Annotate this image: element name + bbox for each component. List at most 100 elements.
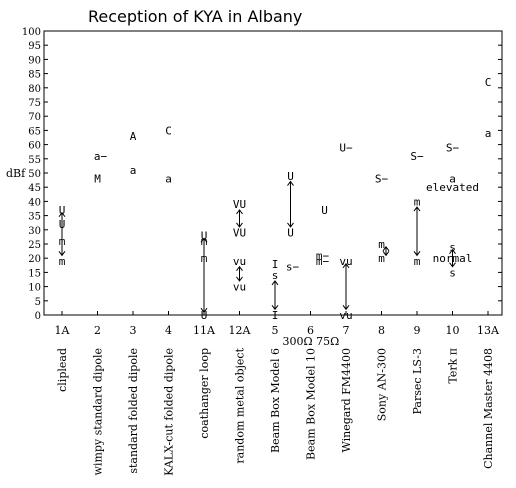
data-point-marker: m: [59, 235, 66, 248]
antenna-name-label: Beam Box Model 10: [305, 348, 318, 460]
range-arrowhead: [236, 209, 243, 215]
range-arrowhead: [449, 248, 456, 254]
y-tick-label: 25: [28, 240, 41, 251]
range-arrowhead: [236, 222, 243, 228]
x-tick-label: 12A: [229, 324, 252, 337]
x-tick-label: 7: [343, 324, 350, 337]
chart-title: Reception of KYA in Albany: [88, 7, 302, 26]
data-point-marker: I: [272, 258, 279, 271]
data-point-marker: s: [272, 269, 279, 282]
annotation-label: normal: [433, 252, 473, 265]
y-tick-label: 70: [28, 112, 41, 123]
antenna-name-label: KALX-cut folded dipole: [163, 348, 176, 476]
antenna-name-label: coathanger loop: [198, 348, 211, 439]
range-arrowhead: [271, 305, 279, 311]
y-tick-label: 85: [28, 70, 41, 81]
y-tick-label: 100: [22, 27, 41, 38]
x-tick-label: 13A: [477, 324, 500, 337]
x-tick-label: 4: [165, 324, 172, 337]
data-point-marker: VU: [233, 198, 246, 211]
data-point-marker: a: [130, 164, 137, 177]
data-point-marker: m: [414, 195, 421, 208]
annotation-label: elevated: [426, 181, 479, 194]
data-point-marker: m−: [316, 249, 330, 262]
antenna-name-label: standard folded dipole: [127, 348, 140, 474]
data-point-marker: m: [378, 238, 385, 251]
antenna-name-label: Terk π: [447, 348, 460, 384]
data-point-marker: a: [485, 127, 492, 140]
y-axis-label: dBf: [6, 167, 26, 180]
range-arrowhead: [342, 263, 350, 269]
range-arrowhead: [200, 237, 208, 243]
data-point-marker: s: [449, 266, 456, 279]
data-point-marker: s: [449, 241, 456, 254]
y-tick-label: 0: [35, 311, 41, 322]
range-arrowhead: [413, 206, 421, 212]
x-sublabel: 300Ω 75Ω: [283, 335, 340, 348]
y-tick-label: 60: [28, 141, 41, 152]
y-tick-label: 55: [28, 155, 41, 166]
x-tick-label: 1A: [55, 324, 71, 337]
y-tick-label: 50: [28, 169, 41, 180]
data-point-marker: S−: [375, 173, 389, 186]
data-point-marker: VU: [233, 227, 246, 240]
data-point-marker: U: [59, 204, 66, 217]
antenna-name-label: Beam Box Model 6: [269, 348, 282, 453]
antenna-name-label: Channel Master 4408: [482, 348, 495, 469]
data-point-marker: U: [201, 309, 208, 322]
y-tick-label: 30: [28, 226, 41, 237]
range-arrowhead: [342, 305, 350, 311]
antenna-name-label: random metal object: [234, 347, 247, 463]
y-tick-label: 95: [28, 41, 41, 52]
range-arrows: [58, 180, 456, 313]
data-point-marker: a: [449, 173, 456, 186]
y-tick-label: 45: [28, 183, 41, 194]
antenna-name-label: cliplead: [56, 348, 69, 392]
data-point-marker: m: [59, 255, 66, 268]
data-point-marker: U: [201, 229, 208, 242]
range-arrowhead: [236, 265, 243, 272]
data-point-marker: s−: [286, 261, 300, 274]
y-tick-label: 80: [28, 84, 41, 95]
antenna-name-label: Parsec LS-3: [411, 348, 424, 415]
antenna-name-label: Winegard FM4400: [340, 348, 353, 453]
data-point-marker: C: [165, 124, 172, 137]
data-point-marker: S−: [410, 150, 424, 163]
data-point-marker: a−: [94, 150, 108, 163]
data-point-marker: U: [287, 170, 294, 183]
data-point-marker: m−: [316, 255, 330, 268]
y-tick-label: 75: [28, 98, 41, 109]
data-point-marker: m: [378, 252, 385, 265]
antenna-name-label: wimpy standard dipole: [92, 348, 105, 475]
y-tick-label: 65: [28, 126, 41, 137]
data-point-marker: C: [485, 76, 492, 89]
antenna-name-label: Sony AN-300: [376, 348, 389, 421]
data-point-marker: U: [59, 218, 66, 231]
x-tick-label: 8: [378, 324, 385, 337]
data-point-marker: U−: [339, 141, 353, 154]
data-point-marker: U: [321, 204, 328, 217]
x-tick-label: 3: [130, 324, 137, 337]
annotations: elevated normal: [426, 181, 479, 265]
x-tick-label: 5: [272, 324, 279, 337]
data-point-marker: vu: [233, 255, 246, 268]
y-tick-label: 90: [28, 55, 41, 66]
data-point-marker: vu: [339, 309, 352, 322]
y-tick-label: 20: [28, 254, 41, 265]
range-arrowhead: [449, 262, 456, 268]
range-arrowhead: [382, 251, 390, 257]
x-axis-antenna-names: cliplead wimpy standard dipole standard fo…: [56, 347, 495, 475]
range-arrowhead: [236, 276, 243, 282]
x-tick-label: 10: [446, 324, 460, 337]
range-arrowhead: [287, 180, 294, 186]
y-tick-label: 15: [28, 268, 41, 279]
y-axis-ticks: 0 5 10 15 20 25 30 35 40 45 50 55 60 65 70 75 80 85 90 95 10…: [22, 27, 502, 322]
range-arrowhead: [58, 211, 66, 218]
x-tick-label: 9: [414, 324, 421, 337]
x-tick-label: 2: [94, 324, 101, 337]
data-point-marker: S−: [446, 141, 460, 154]
data-point-marker: M: [94, 173, 101, 186]
range-arrowhead: [382, 246, 390, 252]
y-tick-label: 35: [28, 212, 41, 223]
